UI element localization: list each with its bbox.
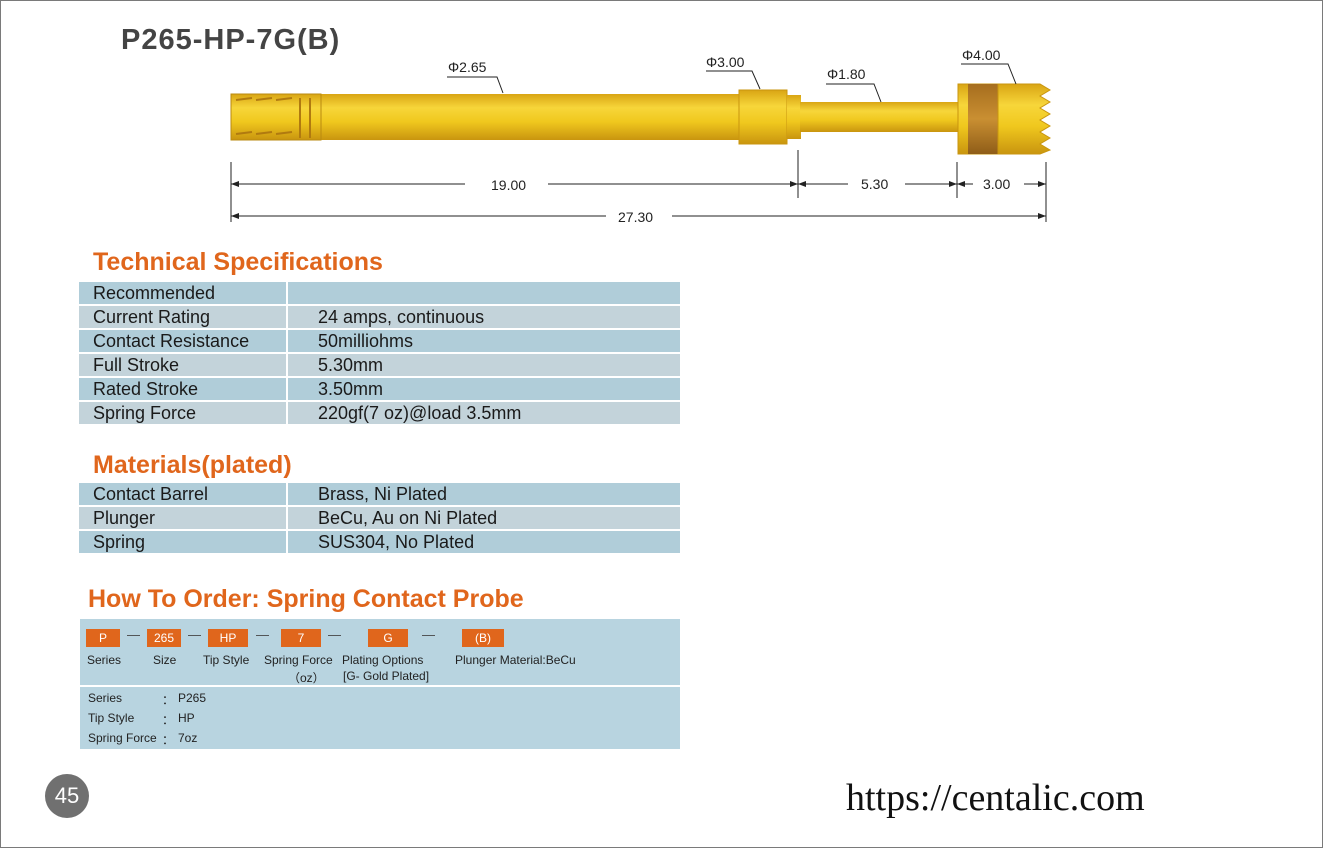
- order-label-tip-style: Tip Style: [203, 653, 250, 667]
- website-url: https://centalic.com: [846, 777, 1145, 819]
- material-label: Contact Barrel: [79, 483, 288, 507]
- extension-lines: [230, 150, 1047, 222]
- spec-value: 3.50mm: [287, 377, 680, 402]
- probe-collar: [738, 89, 788, 145]
- material-label: Spring: [79, 530, 288, 555]
- order-code-size: 265: [147, 629, 181, 647]
- diameter-label-plunger: Φ1.80: [827, 66, 866, 82]
- diameter-leaders: [447, 63, 1017, 103]
- diameter-label-barrel: Φ2.65: [448, 59, 487, 75]
- table-row: Recommended: [79, 282, 680, 306]
- order-label-series: Series: [87, 653, 122, 667]
- order-panel: P — 265 — HP — 7 — G — (B) Series Size T…: [80, 619, 680, 749]
- order-code-plunger-material: (B): [462, 629, 504, 647]
- probe-collar-step: [787, 95, 801, 139]
- spec-value: [287, 282, 680, 306]
- spec-value: 5.30mm: [287, 353, 680, 378]
- order-detail-sep: ：: [162, 713, 175, 727]
- order-label-plunger-material: Plunger Material:BeCu: [455, 653, 576, 667]
- material-value: SUS304, No Plated: [287, 530, 680, 555]
- tech-spec-heading: Technical Specifications: [93, 248, 383, 276]
- spec-label: Recommended: [79, 282, 288, 306]
- page-title: P265-HP-7G(B): [121, 24, 341, 56]
- materials-heading: Materials(plated): [93, 451, 292, 479]
- spec-label: Contact Resistance: [79, 329, 288, 354]
- page-number: 45: [45, 774, 89, 818]
- table-row: Rated Stroke 3.50mm: [79, 377, 680, 402]
- length-label-plunger: 5.30: [861, 176, 888, 192]
- table-row: Contact Barrel Brass, Ni Plated: [79, 483, 680, 507]
- order-sublabel-gold-plated: [G- Gold Plated]: [343, 669, 430, 683]
- order-label-size: Size: [153, 653, 177, 667]
- probe-head-band: [968, 84, 1000, 154]
- table-row: Spring Force 220gf(7 oz)@load 3.5mm: [79, 401, 680, 426]
- order-code-spring-force: 7: [281, 629, 321, 647]
- order-heading: How To Order: Spring Contact Probe: [88, 585, 524, 613]
- order-detail-value: HP: [178, 711, 195, 725]
- order-dash: —: [328, 627, 341, 642]
- order-dash: —: [127, 627, 140, 642]
- length-label-head: 3.00: [983, 176, 1010, 192]
- spec-value: 220gf(7 oz)@load 3.5mm: [287, 401, 680, 426]
- spec-label: Spring Force: [79, 401, 288, 426]
- spec-value: 50milliohms: [287, 329, 680, 354]
- diameter-label-collar: Φ3.00: [706, 54, 745, 70]
- order-divider: [80, 685, 680, 687]
- dimension-arrows: [231, 181, 1046, 219]
- length-label-barrel: 19.00: [491, 177, 526, 193]
- spec-label: Rated Stroke: [79, 377, 288, 402]
- order-detail-value: 7oz: [178, 731, 198, 745]
- order-detail-key: Series: [88, 691, 123, 705]
- material-label: Plunger: [79, 506, 288, 531]
- barrel-crimp-marks: [235, 97, 311, 138]
- table-row: Current Rating 24 amps, continuous: [79, 305, 680, 330]
- probe-plunger: [800, 102, 960, 132]
- order-dash: —: [422, 627, 435, 642]
- table-row: Plunger BeCu, Au on Ni Plated: [79, 506, 680, 531]
- probe-diagram: Φ2.65 Φ3.00 Φ1.80 Φ4.00 19.00 5.30 3.00 …: [230, 47, 1052, 225]
- length-label-total: 27.30: [618, 209, 653, 225]
- order-detail-sep: ：: [162, 733, 175, 747]
- table-row: Spring SUS304, No Plated: [79, 530, 680, 555]
- materials-table: Contact Barrel Brass, Ni Plated Plunger Be…: [79, 483, 680, 555]
- order-code-plating: G: [368, 629, 408, 647]
- probe-crown-tip: [997, 83, 1052, 155]
- material-value: BeCu, Au on Ni Plated: [287, 506, 680, 531]
- order-detail-sep: ：: [162, 693, 175, 707]
- order-detail-key: Spring Force: [88, 731, 157, 745]
- spec-label: Current Rating: [79, 305, 288, 330]
- order-dash: —: [188, 627, 201, 642]
- order-label-plating: Plating Options: [342, 653, 424, 667]
- order-dash: —: [256, 627, 269, 642]
- order-detail-key: Tip Style: [88, 711, 135, 725]
- table-row: Contact Resistance 50milliohms: [79, 329, 680, 354]
- order-label-spring-force: Spring Force: [264, 653, 333, 667]
- order-code-series: P: [86, 629, 120, 647]
- spec-value: 24 amps, continuous: [287, 305, 680, 330]
- table-row: Full Stroke 5.30mm: [79, 353, 680, 378]
- order-detail-value: P265: [178, 691, 207, 705]
- material-value: Brass, Ni Plated: [287, 483, 680, 507]
- order-sublabel-oz: （oz）: [288, 671, 325, 685]
- order-code-tip-style: HP: [208, 629, 248, 647]
- diameter-label-head: Φ4.00: [962, 47, 1001, 63]
- spec-label: Full Stroke: [79, 353, 288, 378]
- tech-spec-table: Recommended Current Rating 24 amps, conti…: [79, 282, 680, 426]
